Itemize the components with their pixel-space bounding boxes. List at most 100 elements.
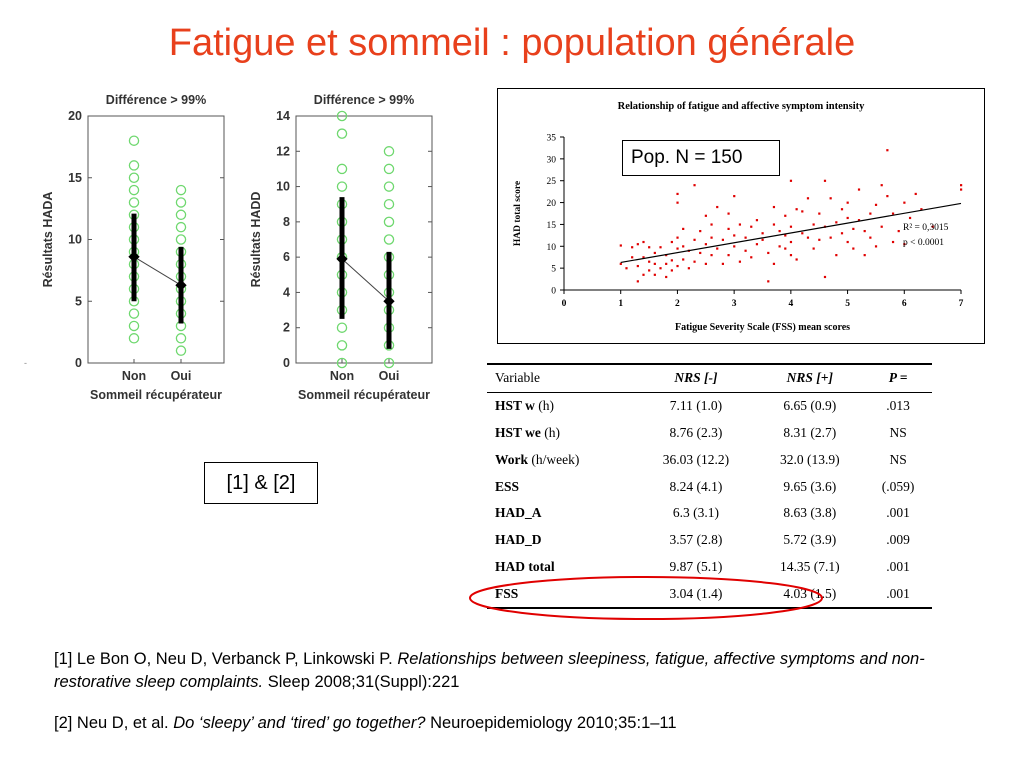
y-axis-label: HAD total score bbox=[513, 181, 523, 246]
cell-nrs-plus: 4.03 (1.5) bbox=[755, 580, 865, 610]
cell-nrs-minus: 8.76 (2.3) bbox=[669, 424, 723, 440]
data-point bbox=[789, 179, 793, 182]
data-point bbox=[857, 219, 861, 222]
trendline bbox=[620, 202, 962, 264]
header-nrs-plus: NRS [+] bbox=[755, 362, 865, 393]
data-point bbox=[653, 251, 656, 255]
data-point bbox=[693, 260, 696, 263]
header-variable: Variable bbox=[487, 362, 637, 393]
variable-name: HST w bbox=[495, 398, 535, 414]
cell-nrs-plus: 14.35 (7.1) bbox=[780, 558, 840, 574]
data-point bbox=[676, 236, 679, 239]
data-point bbox=[835, 221, 838, 224]
data-point bbox=[960, 184, 963, 187]
reference-1-title: Relationships between sleepiness, fatigu… bbox=[54, 650, 925, 691]
x-tick-label: Non bbox=[122, 369, 146, 383]
data-point bbox=[772, 262, 776, 265]
hada-dotplot: Différence > 99% 0 5 10 15 20 Résultats HADA No… bbox=[28, 88, 236, 408]
references-block: [1] Le Bon O, Neu D, Verbanck P, Linkows… bbox=[54, 648, 984, 753]
hadd-dotplot-svg: Différence > 99% 0 2 4 6 8 10 12 14 Résultats HAD… bbox=[249, 93, 433, 402]
cell-variable: HST we (h) bbox=[487, 420, 636, 447]
data-point bbox=[383, 216, 395, 228]
data-point bbox=[863, 254, 866, 257]
x-tick-label: 3 bbox=[732, 299, 737, 309]
cell-variable: ESS bbox=[487, 473, 636, 500]
data-point bbox=[795, 208, 798, 211]
header-p: P = bbox=[864, 362, 932, 393]
variable-unit: (h/week) bbox=[528, 451, 580, 467]
cell-nrs-minus: 8.24 (4.1) bbox=[669, 478, 723, 494]
x-tick-label: Non bbox=[330, 369, 354, 383]
variable-name: ESS bbox=[495, 478, 520, 494]
data-point bbox=[789, 225, 793, 228]
data-point bbox=[823, 179, 827, 182]
variable-name: HAD total bbox=[495, 558, 555, 574]
data-point bbox=[383, 234, 395, 245]
data-point bbox=[659, 246, 662, 249]
table-row: HAD total 9.87 (5.1) 14.35 (7.1) .001 bbox=[487, 554, 932, 581]
plot-frame bbox=[87, 115, 225, 364]
data-point bbox=[750, 256, 753, 259]
data-point bbox=[716, 205, 719, 209]
data-point bbox=[931, 225, 934, 228]
data-point bbox=[772, 223, 776, 226]
highlight-ellipse bbox=[469, 576, 823, 620]
data-point bbox=[716, 247, 719, 250]
data-point bbox=[336, 163, 348, 175]
x-tick-label: 7 bbox=[959, 299, 964, 309]
data-point bbox=[175, 209, 187, 221]
data-point bbox=[693, 184, 696, 187]
reference-2-source: Neuroepidemiology 2010;35:1–11 bbox=[425, 714, 677, 732]
chart-title: Relationship of fatigue and affective sy… bbox=[618, 101, 865, 112]
variable-name: HST we bbox=[495, 424, 541, 440]
cell-nrs-plus: 5.72 (3.9) bbox=[783, 532, 837, 548]
data-point bbox=[383, 198, 395, 210]
fss-had-scatter-panel: Relationship of fatigue and affective sy… bbox=[497, 88, 985, 344]
data-point bbox=[128, 160, 140, 171]
data-point bbox=[778, 229, 781, 233]
cell-variable: HAD total bbox=[487, 554, 636, 581]
x-axis-label: Fatigue Severity Scale (FSS) mean scores bbox=[675, 322, 850, 333]
data-point bbox=[336, 340, 348, 351]
cell-nrs-plus: 32.0 (13.9) bbox=[780, 451, 840, 467]
cell-p: .001 bbox=[886, 558, 910, 574]
data-point bbox=[710, 223, 713, 226]
data-point bbox=[738, 260, 742, 263]
x-tick-label: 2 bbox=[675, 299, 680, 309]
y-tick-label: 5 bbox=[551, 265, 556, 275]
data-point bbox=[750, 225, 753, 228]
data-point bbox=[880, 184, 883, 187]
data-point bbox=[682, 245, 685, 248]
data-point bbox=[128, 172, 140, 184]
data-point bbox=[682, 227, 685, 230]
data-point bbox=[727, 212, 730, 215]
data-point bbox=[852, 227, 855, 230]
data-point bbox=[767, 251, 770, 255]
y-tick-label: 35 bbox=[547, 134, 557, 144]
y-tick-label: 14 bbox=[276, 109, 290, 123]
y-tick-label: 4 bbox=[283, 285, 290, 299]
y-axis-label: Résultats HADA bbox=[41, 192, 55, 288]
data-point bbox=[670, 259, 673, 262]
y-tick-label: 8 bbox=[283, 215, 290, 229]
data-point bbox=[886, 149, 889, 152]
cell-nrs-minus: 6.3 (3.1) bbox=[672, 505, 719, 521]
data-point bbox=[880, 225, 883, 228]
data-point bbox=[687, 267, 690, 270]
chart-title: Différence > 99% bbox=[314, 93, 414, 107]
data-point bbox=[648, 260, 651, 263]
cell-nrs-plus: 8.63 (3.8) bbox=[783, 505, 837, 521]
variable-unit: (h) bbox=[534, 398, 555, 414]
data-point bbox=[829, 197, 832, 200]
y-tick-label: 12 bbox=[276, 144, 290, 158]
data-point bbox=[704, 262, 707, 265]
y-tick-label: 10 bbox=[276, 180, 290, 194]
references-label: [1] & [2] bbox=[204, 462, 318, 504]
slide-title: Fatigue et sommeil : population générale bbox=[168, 22, 856, 64]
y-tick-label: 15 bbox=[547, 221, 557, 231]
variable-name: FSS bbox=[495, 585, 519, 601]
y-tick-label: 5 bbox=[75, 294, 82, 308]
data-point bbox=[891, 212, 895, 215]
fss-had-scatter-svg: Relationship of fatigue and affective sy… bbox=[513, 101, 964, 333]
data-point bbox=[721, 262, 724, 265]
